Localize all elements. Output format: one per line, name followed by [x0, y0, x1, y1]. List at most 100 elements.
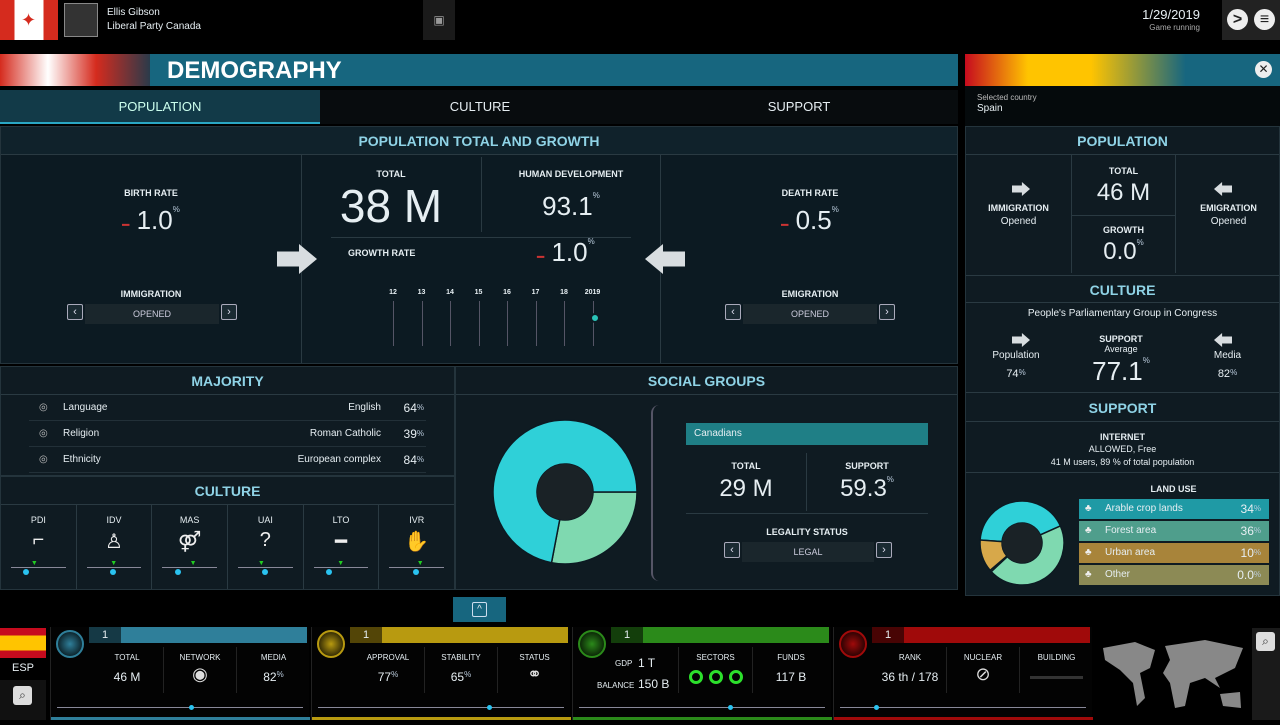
growth-timeline[interactable]: 12 13 14 15 16 17 18 2019 — [381, 289, 611, 349]
culture-dim[interactable]: LTO ━ ▼ — [304, 505, 380, 589]
side-culture-support-value: 77.1% — [1092, 356, 1150, 386]
arrow-left-icon — [1214, 182, 1232, 196]
play-icon[interactable]: > — [1227, 9, 1248, 30]
player-name: Ellis Gibson — [107, 7, 160, 18]
immigration-next-button[interactable]: › — [221, 304, 237, 320]
land-use-slice[interactable] — [979, 539, 1008, 572]
social-group-name[interactable]: Canadians — [686, 423, 928, 445]
population-icon[interactable] — [56, 630, 84, 658]
card-label: BUILDING — [1037, 653, 1076, 662]
land-use-donut[interactable] — [978, 499, 1066, 587]
majority-row[interactable]: ◎ Ethnicity European complex 84% — [29, 447, 426, 473]
majority-row[interactable]: ◎ Language English 64% — [29, 395, 426, 421]
map-search-icon[interactable]: ⌕ — [1256, 632, 1275, 651]
card-label: MEDIA — [260, 653, 287, 662]
sectors-icon[interactable] — [679, 670, 752, 684]
culture-dim[interactable]: IDV ♙ ▼ — [77, 505, 153, 589]
majority-label: Language — [63, 402, 108, 413]
land-use-pct: 10% — [1240, 546, 1261, 560]
culture-dim[interactable]: IVR ✋ ▼ — [379, 505, 454, 589]
emigration-prev-button[interactable]: ‹ — [725, 304, 741, 320]
status-card[interactable]: 1 TOTAL 46 M NETWORK ◉ MEDIA 82% — [50, 627, 310, 720]
language-icon: ◎ — [39, 402, 48, 413]
internet-status: ALLOWED, Free — [1088, 444, 1157, 454]
title-flag — [0, 54, 160, 86]
chat-icon[interactable]: ▣ — [423, 0, 455, 40]
culture-dim-label: PDI — [30, 515, 46, 525]
legality-next-button[interactable]: › — [876, 542, 892, 558]
social-header: SOCIAL GROUPS — [456, 367, 957, 395]
side-culture-media-value: 82% — [1217, 368, 1238, 380]
land-use-row-label: Urban area — [1105, 547, 1156, 558]
culture-dim-slider — [389, 567, 445, 568]
culture-dim[interactable]: UAI ? ▼ — [228, 505, 304, 589]
side-growth-value: 0.0% — [1103, 238, 1144, 265]
hand-icon: ✋ — [404, 531, 430, 553]
flag-canada[interactable]: ✦ — [0, 0, 58, 40]
land-use-row[interactable]: ♣ Urban area 10% — [1079, 543, 1269, 563]
majority-row[interactable]: ◎ Religion Roman Catholic 39% — [29, 421, 426, 447]
growth-label: GROWTH RATE — [348, 248, 416, 258]
immigration-prev-button[interactable]: ‹ — [67, 304, 83, 320]
birth-rate-value: ━ 1.0% — [122, 205, 180, 235]
card-value: 36 th / 178 — [881, 670, 939, 684]
gender-icon: ⚤ — [177, 531, 202, 553]
building-progress — [1030, 676, 1083, 679]
status-card[interactable]: 1 RANK 36 th / 178 NUCLEAR ⊘ BUILDING — [833, 627, 1093, 720]
social-groups-donut[interactable] — [492, 419, 638, 565]
ethnicity-icon: ◎ — [39, 454, 48, 465]
torch-icon: ⌐ — [32, 529, 45, 551]
balance-value: 150 B — [638, 677, 670, 691]
status-card[interactable]: 1 APPROVAL 77% STABILITY 65% STATUS ⚭ — [311, 627, 571, 720]
land-use-pct: 36% — [1240, 524, 1261, 538]
expand-button[interactable]: ^ — [453, 597, 506, 622]
gdp-value: 1 T — [638, 656, 656, 670]
emigration-next-button[interactable]: › — [879, 304, 895, 320]
land-use-row[interactable]: ♣ Other 0.0% — [1079, 565, 1269, 585]
culture-dim-slider — [313, 567, 369, 568]
landscape-icon: ♣ — [1085, 569, 1092, 580]
land-use-row-label: Forest area — [1105, 525, 1157, 536]
legality-value: LEGAL — [742, 542, 874, 562]
culture-dim[interactable]: PDI ⌐ ▼ — [1, 505, 77, 589]
search-icon[interactable]: ⌕ — [13, 686, 32, 705]
tab-population[interactable]: POPULATION — [0, 90, 320, 124]
avatar[interactable] — [64, 3, 98, 37]
culture-dim[interactable]: MAS ⚤ ▼ — [152, 505, 229, 589]
handshake-icon[interactable]: ⚭ — [526, 664, 543, 684]
economy-icon[interactable] — [578, 630, 606, 658]
land-use-row[interactable]: ♣ Forest area 36% — [1079, 521, 1269, 541]
immigration-label: IMMIGRATION — [120, 289, 182, 299]
card-level: 1 — [872, 627, 904, 643]
date: 1/29/2019 — [1142, 7, 1200, 22]
legality-prev-button[interactable]: ‹ — [724, 542, 740, 558]
section-header: POPULATION TOTAL AND GROWTH — [1, 127, 957, 155]
government-icon[interactable] — [317, 630, 345, 658]
status-card[interactable]: 1 GDP 1 T BALANCE 150 B SECTORS FUNDS 11… — [572, 627, 832, 720]
military-icon[interactable] — [839, 630, 867, 658]
card-label: STABILITY — [441, 653, 481, 662]
bottom-flag-spain[interactable] — [0, 628, 46, 658]
culture-dim-label: IVR — [409, 515, 425, 525]
timeline-marker[interactable] — [590, 313, 600, 323]
side-culture-media-label: Media — [1213, 350, 1242, 361]
hdi-value: 93.1% — [542, 191, 600, 221]
land-use-row[interactable]: ♣ Arable crop lands 34% — [1079, 499, 1269, 519]
card-level: 1 — [89, 627, 121, 643]
router-icon[interactable]: ◉ — [192, 664, 208, 684]
card-label: APPROVAL — [366, 653, 410, 662]
wheat-icon: ♣ — [1085, 503, 1092, 514]
majority-value: English — [348, 402, 381, 413]
tab-support[interactable]: SUPPORT — [767, 99, 831, 114]
land-use-pct: 0.0% — [1237, 568, 1261, 582]
no-nuclear-icon[interactable]: ⊘ — [975, 664, 991, 684]
culture-dim-label: LTO — [332, 515, 350, 525]
social-total-label: TOTAL — [731, 461, 761, 471]
world-map[interactable] — [1095, 628, 1250, 720]
tab-culture[interactable]: CULTURE — [449, 99, 511, 114]
menu-icon[interactable]: ≡ — [1254, 9, 1275, 30]
close-icon[interactable]: ✕ — [1255, 61, 1272, 78]
card-value: 82% — [263, 670, 284, 684]
emigration-label: EMIGRATION — [781, 289, 839, 299]
gdp-label: GDP — [615, 659, 633, 668]
